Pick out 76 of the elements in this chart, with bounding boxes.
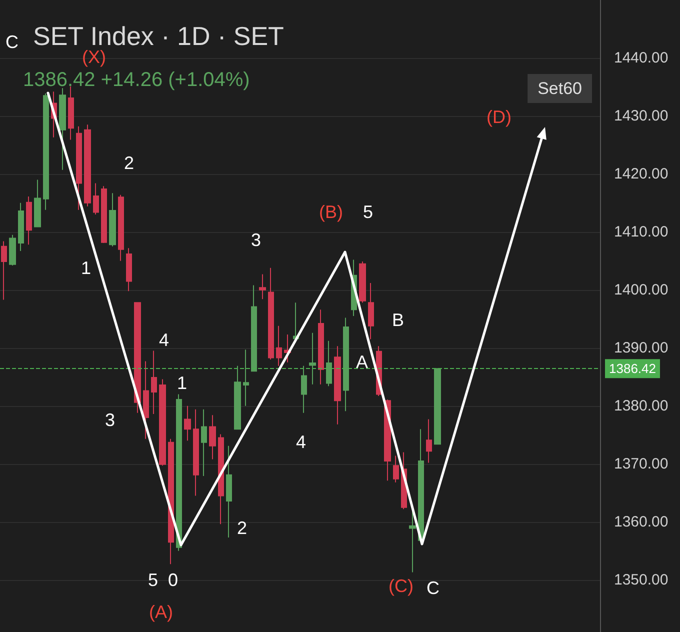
candlestick xyxy=(184,405,191,442)
candlestick xyxy=(268,267,274,360)
candlestick xyxy=(434,368,441,445)
annotation: 3 xyxy=(104,410,116,430)
annotation: 5 xyxy=(362,202,374,222)
candlestick xyxy=(318,309,324,385)
annotation: A xyxy=(356,352,368,372)
candlestick xyxy=(176,394,182,552)
candlestick xyxy=(334,346,341,425)
annotation: (D) xyxy=(486,107,512,127)
candlestick xyxy=(93,182,99,216)
candlestick xyxy=(43,92,49,210)
y-tick-label: 1350.00 xyxy=(614,571,668,588)
candlestick xyxy=(59,88,66,170)
annotation: 2 xyxy=(236,518,248,538)
ref-line-label: 1386.42 xyxy=(609,361,656,376)
annotation: 4 xyxy=(158,330,170,350)
y-tick-label: 1420.00 xyxy=(614,165,668,182)
candlestick xyxy=(201,408,207,477)
candlestick xyxy=(251,284,257,372)
candlestick xyxy=(301,365,307,414)
candlestick xyxy=(234,365,241,430)
y-tick-label: 1400.00 xyxy=(614,281,668,298)
candlestick xyxy=(18,202,24,252)
annotation: (C) xyxy=(388,576,414,596)
y-tick-label: 1440.00 xyxy=(614,49,668,66)
candlestick xyxy=(368,282,374,340)
candlestick xyxy=(118,194,124,262)
candlestick xyxy=(9,234,16,266)
candlestick xyxy=(393,455,399,483)
candlestick xyxy=(326,340,332,387)
candlestick xyxy=(243,349,249,406)
candlestick xyxy=(226,445,232,538)
candlestick xyxy=(218,434,224,525)
candlestick xyxy=(193,408,199,496)
annotation: 5 xyxy=(148,570,158,590)
y-tick-label: 1410.00 xyxy=(614,223,668,240)
annotation: 4 xyxy=(296,432,306,452)
annotation: 1 xyxy=(80,258,92,278)
candlestick xyxy=(309,332,316,385)
candlestick xyxy=(359,260,366,304)
candlestick xyxy=(343,317,349,412)
annotation: B xyxy=(392,310,404,330)
annotation: 2 xyxy=(124,153,134,173)
y-tick-label: 1380.00 xyxy=(614,397,668,414)
candlestick xyxy=(143,360,149,440)
candlestick xyxy=(26,196,32,246)
candlestick xyxy=(1,240,7,300)
candlestick xyxy=(34,179,41,228)
annotation: (B) xyxy=(319,202,343,222)
candlestick xyxy=(68,86,74,140)
annotation: C xyxy=(426,578,440,598)
annotation: (A) xyxy=(149,602,173,622)
annotation: Set60 xyxy=(538,79,582,98)
candlestick xyxy=(101,186,107,244)
candlestick xyxy=(151,350,157,414)
candlestick xyxy=(259,274,266,300)
candlestick xyxy=(209,414,216,460)
candlestick xyxy=(126,248,132,292)
candlestick xyxy=(159,378,166,466)
y-tick-label: 1430.00 xyxy=(614,107,668,124)
y-tick-label: 1360.00 xyxy=(614,513,668,530)
candlestick xyxy=(84,124,91,207)
annotation: C xyxy=(6,32,18,52)
candlestick xyxy=(426,418,432,464)
y-tick-label: 1390.00 xyxy=(614,339,668,356)
y-tick-label: 1370.00 xyxy=(614,455,668,472)
candlestick xyxy=(168,438,174,565)
annotation: 3 xyxy=(250,230,262,250)
annotation: 0 xyxy=(168,570,178,590)
candlestick xyxy=(134,302,141,414)
annotation: 1 xyxy=(176,373,188,393)
candlestick xyxy=(76,126,82,210)
candlestick xyxy=(109,192,116,247)
text: 1386.42 +14.26 (+1.04%) xyxy=(23,69,250,91)
candlestick xyxy=(276,325,282,366)
